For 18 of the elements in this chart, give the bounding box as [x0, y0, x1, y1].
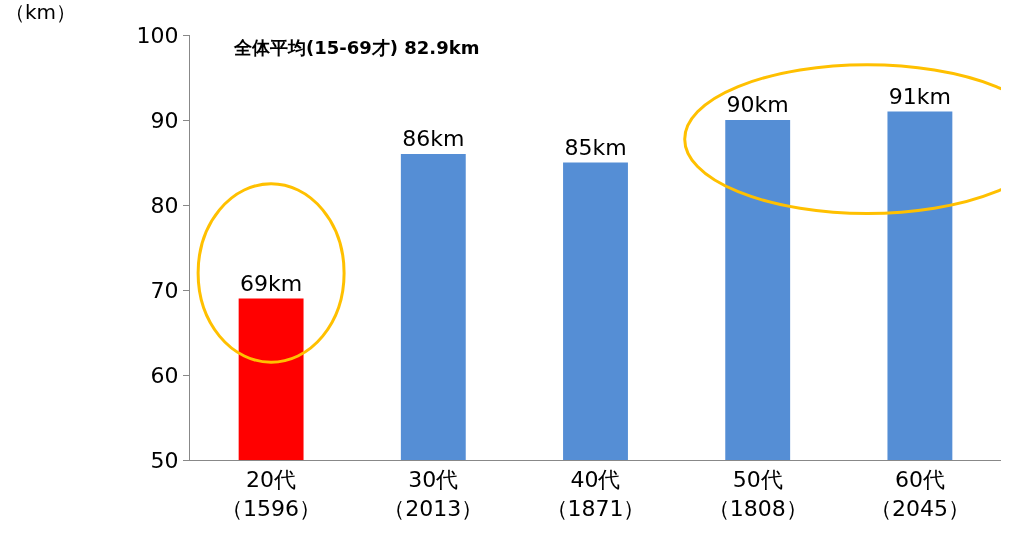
x-tick-label: 50代（1808） — [707, 467, 808, 521]
y-tick-label: 80 — [150, 192, 179, 218]
data-label: 91km — [888, 83, 951, 109]
x-tick-label: 60代（2045） — [869, 467, 970, 521]
x-tick-label: 20代（1596） — [221, 467, 322, 521]
data-label: 86km — [402, 126, 465, 151]
data-label: 69km — [240, 270, 303, 296]
data-label: 85km — [564, 134, 627, 160]
x-tick-label: 40代（1871） — [545, 467, 646, 521]
x-tick-label: 30代（2013） — [383, 467, 484, 521]
y-tick-label: 70 — [150, 277, 179, 303]
data-label: 90km — [726, 92, 789, 117]
y-tick-label: 90 — [150, 107, 179, 133]
y-tick-label: 60 — [150, 362, 179, 388]
y-tick-label: 100 — [136, 22, 179, 48]
y-axis-title: （km） — [5, 0, 77, 24]
annotation: 全体平均(15-69才) 82.9km — [233, 37, 480, 58]
y-tick-label: 50 — [150, 447, 179, 473]
